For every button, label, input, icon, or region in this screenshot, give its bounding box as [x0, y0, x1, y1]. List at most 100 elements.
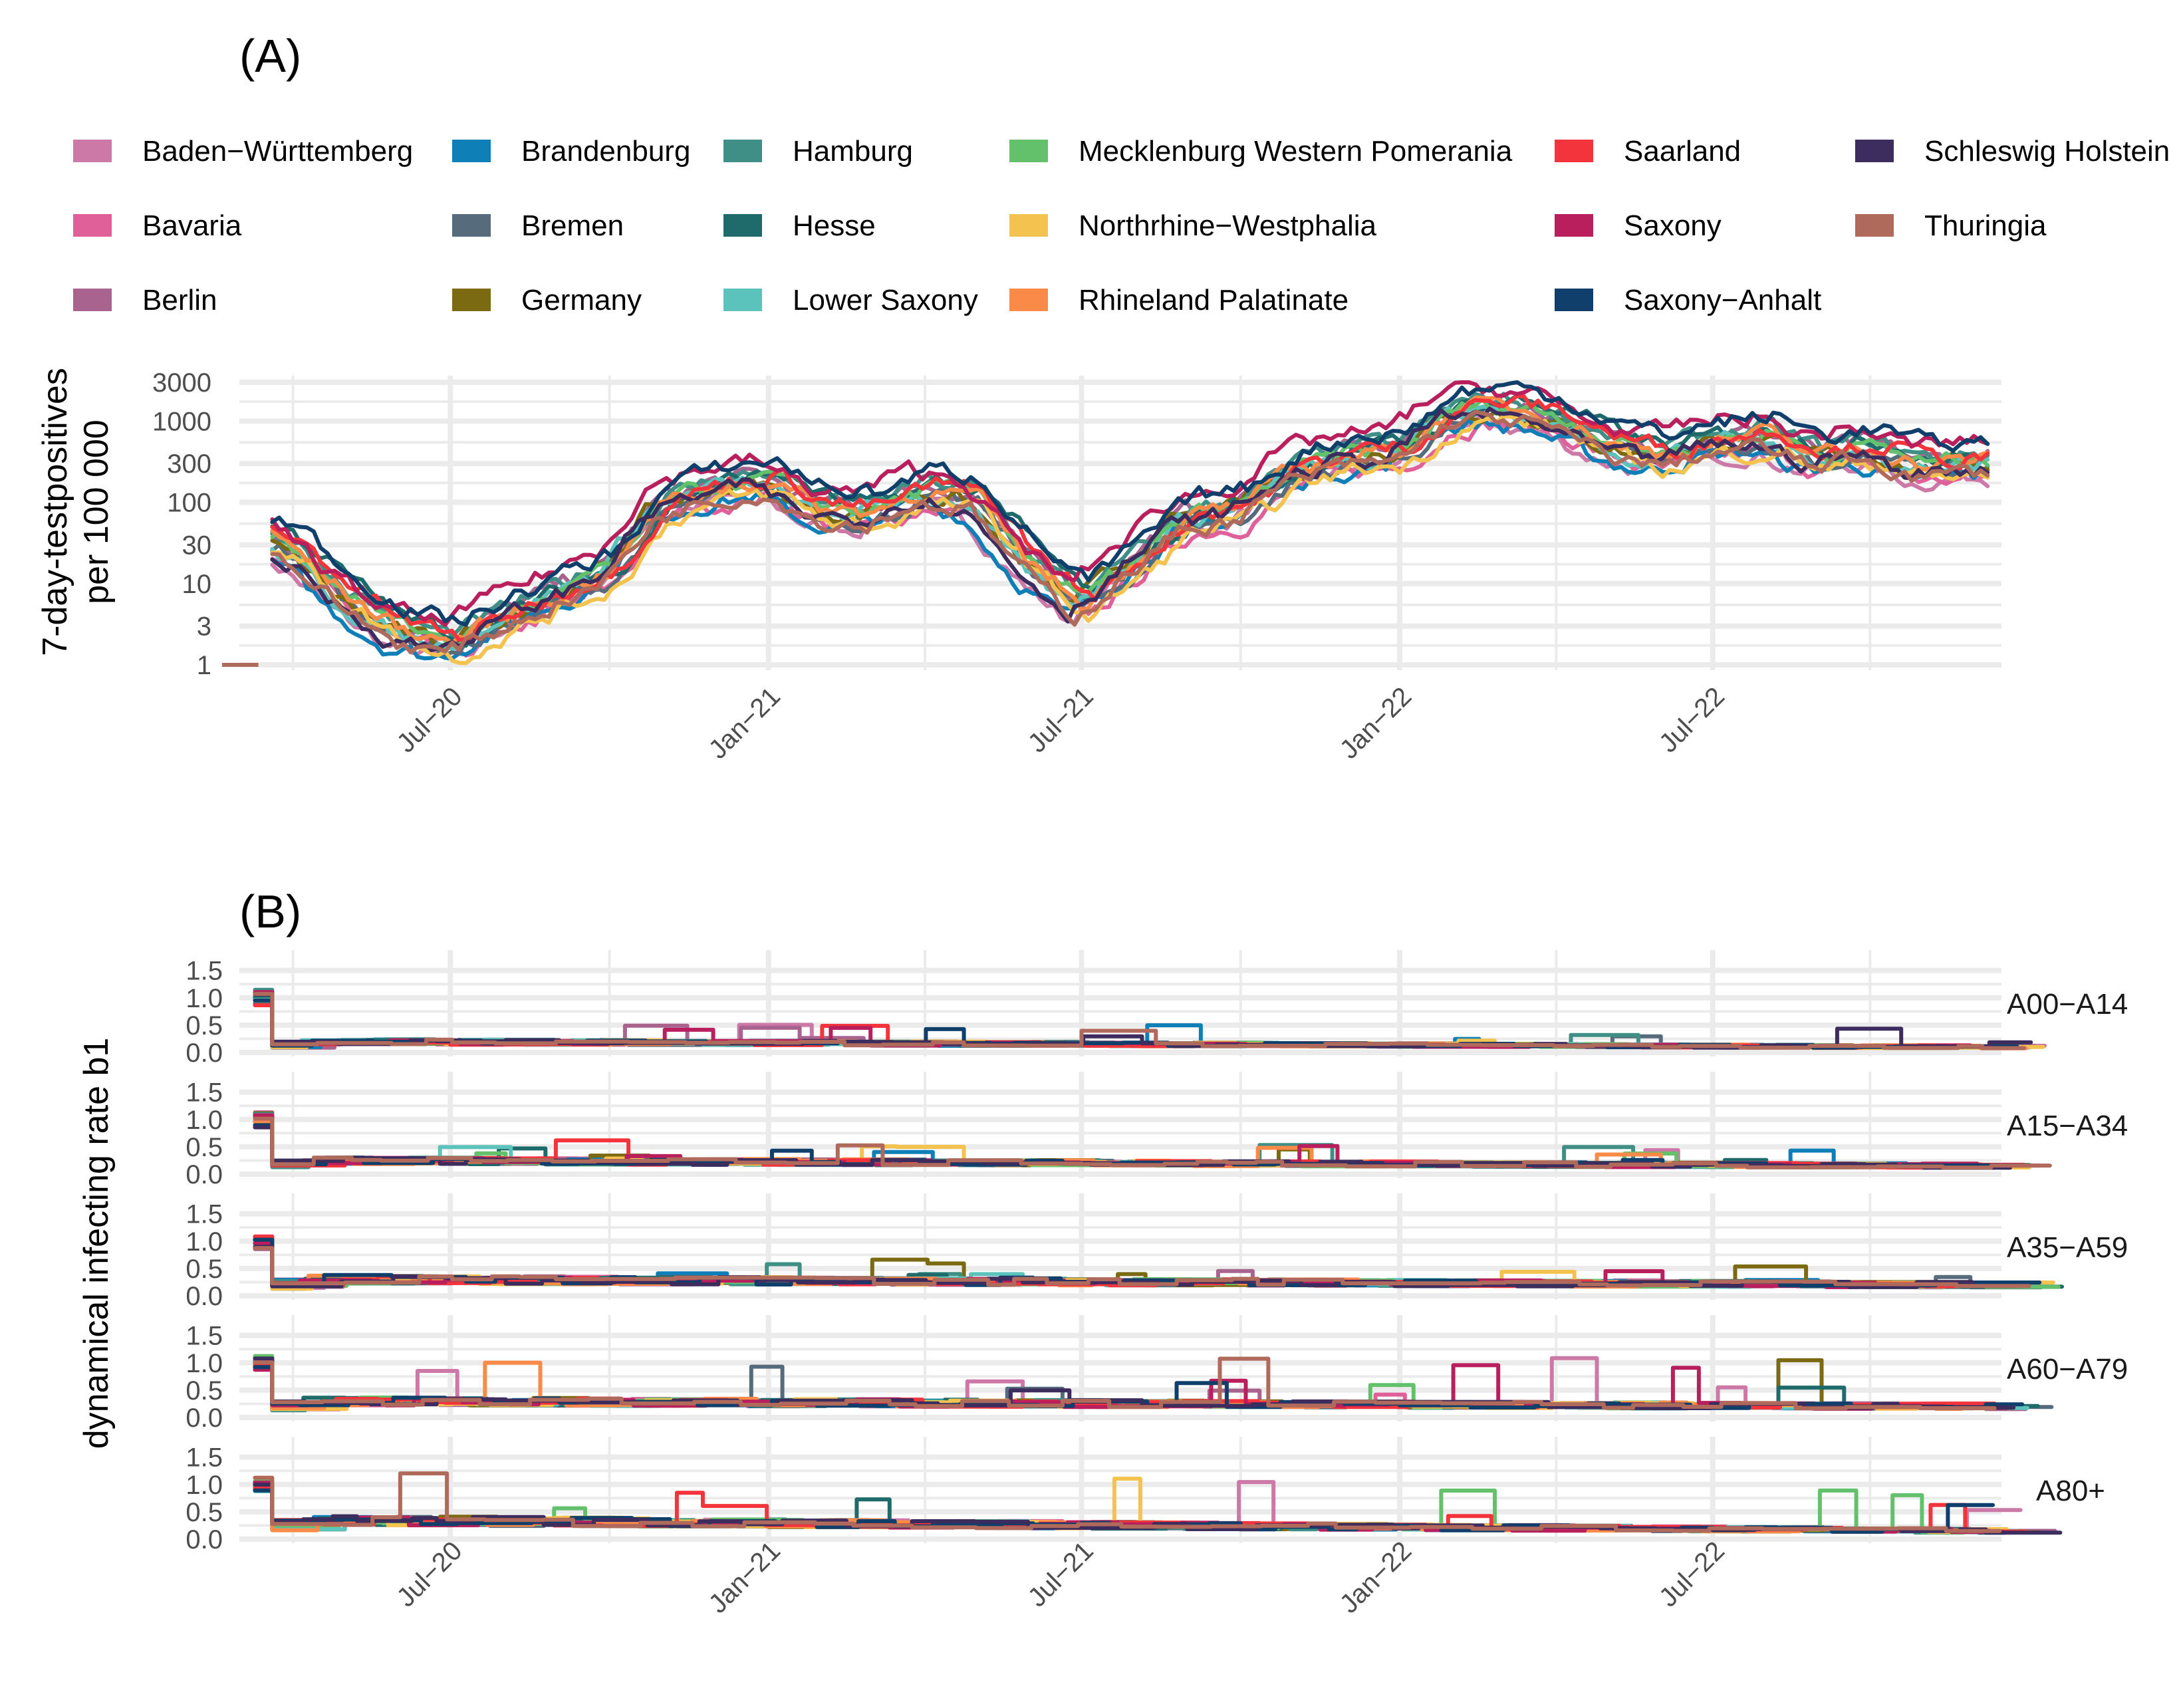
facet-series-line — [253, 1356, 2016, 1410]
legend-label: Saxony — [1624, 209, 1722, 242]
series-line-15 — [270, 406, 1990, 652]
panel-b-label: (B) — [239, 886, 301, 937]
panel-a-plot: 1 3 10 30 100 300 1000 3000 Jul−20 Jan−21 Jul−21 J… — [152, 368, 2001, 765]
legend-label: Thuringia — [1924, 209, 2047, 242]
legend-swatch — [1555, 214, 1593, 237]
legend-swatch — [1009, 214, 1048, 237]
y-tick-label: 0.5 — [186, 1011, 223, 1040]
legend-swatch — [1009, 140, 1048, 162]
series-line-12 — [270, 394, 1990, 642]
facet-strip-label: A80+ — [2036, 1475, 2105, 1507]
y-tick-label: 1 — [197, 651, 211, 680]
legend-item: Berlin — [73, 284, 217, 316]
y-tick-label: 0.0 — [186, 1038, 223, 1068]
legend-swatch — [723, 289, 762, 311]
panel-b-ylabel: dynamical infecting rate b1 — [77, 1038, 116, 1449]
legend-label: Hesse — [793, 209, 876, 242]
x-tick-label: Jul−20 — [391, 681, 467, 758]
legend-item: Hamburg — [723, 135, 913, 168]
legend-swatch — [73, 214, 112, 237]
facet-3: 0.00.51.01.5 A60−A79 — [186, 1315, 2128, 1433]
x-tick-label: Jul−21 — [1023, 1536, 1099, 1612]
y-tick-label: 1.5 — [186, 957, 223, 986]
series-line-6 — [270, 392, 1990, 639]
legend-label: Rhineland Palatinate — [1079, 284, 1348, 316]
y-tick-label: 0.5 — [186, 1133, 223, 1162]
legend-item: Thuringia — [1855, 209, 2047, 242]
x-tick-label: Jul−21 — [1023, 681, 1099, 758]
legend-label: Baden−Württemberg — [142, 135, 413, 168]
panel-a-ylabel-line1: 7-day-testpositives — [36, 368, 74, 656]
legend-swatch — [452, 214, 491, 237]
series-line-16 — [270, 410, 1990, 654]
facet-series-line — [253, 1356, 1997, 1411]
legend-label: Germany — [521, 284, 642, 316]
y-tick-label: 1.0 — [186, 1227, 223, 1257]
panel-a-ylabel-line2: per 100 000 — [77, 420, 116, 604]
legend-label: Saarland — [1624, 135, 1741, 168]
legend-swatch — [1555, 140, 1593, 162]
x-tick-label: Jan−21 — [703, 681, 786, 765]
facet-series-line — [253, 1116, 2052, 1170]
y-tick-label: 0.0 — [186, 1282, 223, 1311]
panel-b-plot: 0.00.51.01.5A00−A140.00.51.01.5A15−A340.… — [186, 950, 2128, 1554]
x-tick-label: Jul−22 — [1654, 681, 1730, 758]
legend-item: Northrhine−Westphalia — [1009, 209, 1377, 242]
y-tick-label: 300 — [167, 449, 211, 479]
legend-label: Mecklenburg Western Pomerania — [1079, 135, 1513, 168]
facet-1: 0.00.51.01.5 A15−A34 — [186, 1072, 2128, 1189]
y-tick-label: 0.5 — [186, 1498, 223, 1527]
legend-swatch — [73, 140, 112, 162]
legend-swatch — [1855, 214, 1894, 237]
facet-strip-label: A00−A14 — [2007, 988, 2128, 1021]
x-tick-label: Jul−20 — [391, 1536, 467, 1612]
legend-item: Bavaria — [73, 209, 242, 242]
y-tick-label: 1.0 — [186, 1471, 223, 1500]
legend-label: Hamburg — [793, 135, 913, 168]
facet-4: 0.00.51.01.5 A80+ — [186, 1437, 2105, 1554]
legend-item: Schleswig Holstein — [1855, 135, 2170, 168]
y-tick-label: 1.5 — [186, 1322, 223, 1351]
facet-strip-label: A60−A79 — [2007, 1353, 2128, 1386]
legend-item: Bremen — [452, 209, 624, 242]
legend-swatch — [1855, 140, 1894, 162]
legend-label: Lower Saxony — [793, 284, 978, 316]
x-tick-label: Jul−22 — [1654, 1536, 1730, 1612]
legend-swatch — [452, 140, 491, 162]
y-tick-label: 100 — [167, 489, 211, 518]
y-tick-label: 1.5 — [186, 1078, 223, 1108]
x-tick-label: Jan−22 — [1335, 681, 1418, 765]
legend-swatch — [723, 140, 762, 162]
legend-item: Saxony−Anhalt — [1555, 284, 1821, 316]
y-tick-label: 3 — [197, 612, 211, 642]
legend-label: Northrhine−Westphalia — [1079, 209, 1377, 242]
y-tick-label: 3000 — [152, 368, 211, 398]
facet-series-line — [253, 991, 2026, 1050]
legend-swatch — [452, 289, 491, 311]
legend-item: Rhineland Palatinate — [1009, 284, 1348, 316]
legend-label: Saxony−Anhalt — [1624, 284, 1821, 316]
y-tick-label: 0.5 — [186, 1376, 223, 1405]
legend-label: Bremen — [521, 209, 624, 242]
legend-swatch — [723, 214, 762, 237]
y-tick-label: 0.0 — [186, 1525, 223, 1554]
y-tick-label: 10 — [182, 570, 212, 599]
x-tick-label: Jan−22 — [1335, 1536, 1418, 1619]
legend-label: Brandenburg — [521, 135, 690, 168]
panel-a-label: (A) — [239, 30, 301, 82]
y-tick-label: 1.5 — [186, 1443, 223, 1473]
y-tick-label: 0.5 — [186, 1255, 223, 1284]
series-line-14 — [270, 380, 1990, 627]
y-tick-label: 1.0 — [186, 984, 223, 1013]
y-tick-label: 0.0 — [186, 1403, 223, 1433]
legend-swatch — [1009, 289, 1048, 311]
legend-item: Mecklenburg Western Pomerania — [1009, 135, 1513, 168]
legend-item: Saarland — [1555, 135, 1741, 168]
facet-series-line — [253, 1471, 2002, 1533]
facet-strip-label: A15−A34 — [2007, 1110, 2128, 1142]
y-tick-label: 1.5 — [186, 1200, 223, 1229]
facet-strip-label: A35−A59 — [2007, 1231, 2128, 1264]
legend-swatch — [73, 289, 112, 311]
y-tick-label: 1.0 — [186, 1349, 223, 1378]
